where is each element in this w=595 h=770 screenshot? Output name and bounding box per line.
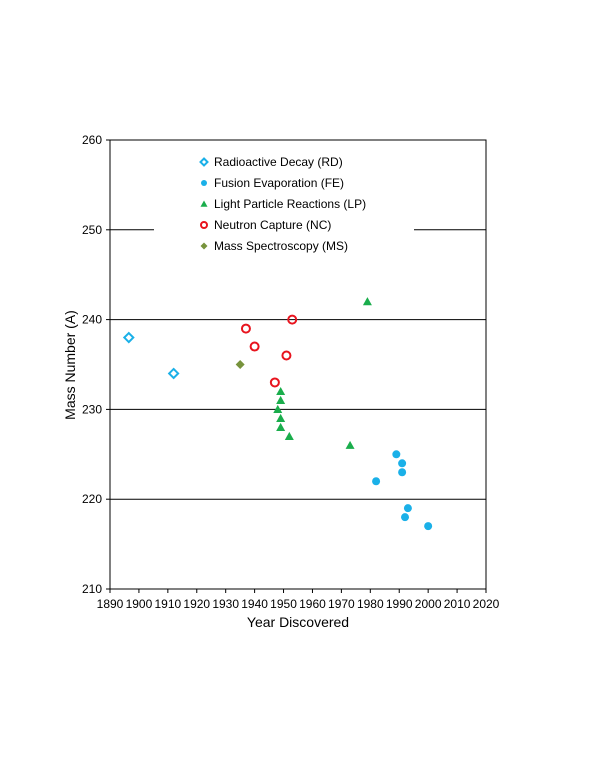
data-point (345, 440, 355, 449)
x-tick-label: 1970 (328, 597, 355, 611)
legend-marker (200, 200, 208, 207)
x-tick-label: 1950 (270, 597, 297, 611)
data-point (276, 422, 286, 431)
data-points (122, 297, 433, 531)
y-tick-label: 220 (82, 492, 102, 506)
data-point (401, 513, 410, 522)
data-point (276, 386, 286, 396)
x-tick-label: 2010 (444, 597, 471, 611)
legend: Radioactive Decay (RD) Fusion Evaporation… (199, 155, 366, 253)
legend-label: Neutron Capture (NC) (214, 218, 331, 232)
y-tick-label: 250 (82, 223, 102, 237)
x-tick-label: 1920 (183, 597, 210, 611)
x-tick-label: 1910 (154, 597, 181, 611)
x-tick-label: 1940 (241, 597, 268, 611)
data-point (122, 331, 135, 344)
data-point (362, 297, 372, 306)
data-point (424, 522, 433, 531)
data-point (269, 377, 280, 388)
x-tick-label: 1890 (97, 597, 124, 611)
legend-label: Radioactive Decay (RD) (214, 155, 343, 169)
x-tick-label: 1900 (126, 597, 153, 611)
data-point (287, 314, 298, 325)
data-point (398, 459, 407, 468)
x-tick-label: 1980 (357, 597, 384, 611)
data-point (284, 431, 294, 440)
x-tick-label: 1930 (212, 597, 239, 611)
x-axis-title: Year Discovered (247, 614, 349, 630)
data-point (240, 323, 251, 334)
y-tick-label: 260 (82, 133, 102, 147)
data-point (276, 413, 286, 422)
data-point (249, 341, 260, 352)
data-point (281, 350, 292, 361)
legend-label: Fusion Evaporation (FE) (214, 176, 344, 190)
data-point (392, 450, 401, 459)
y-tick-label: 240 (82, 313, 102, 327)
legend-label: Mass Spectroscopy (MS) (214, 239, 348, 253)
x-tick-label: 1990 (386, 597, 413, 611)
x-tick-label: 2000 (415, 597, 442, 611)
data-point (403, 504, 412, 513)
legend-marker (201, 180, 207, 186)
y-tick-label: 230 (82, 402, 102, 416)
data-point (273, 404, 283, 413)
data-point (372, 477, 381, 486)
y-tick-label: 210 (82, 582, 102, 596)
data-point (398, 468, 407, 477)
gridlines (110, 229, 486, 500)
x-tick-label: 2020 (473, 597, 500, 611)
legend-marker (200, 242, 208, 250)
data-point (167, 367, 180, 380)
legend-background (154, 148, 414, 266)
data-point (276, 395, 286, 405)
plot-area-frame (109, 139, 487, 590)
data-point (235, 360, 245, 369)
legend-marker (199, 157, 209, 167)
x-tick-label: 1960 (299, 597, 326, 611)
legend-marker (200, 221, 208, 229)
y-axis-title: Mass Number (A) (62, 310, 78, 420)
legend-label: Light Particle Reactions (LP) (214, 197, 366, 211)
